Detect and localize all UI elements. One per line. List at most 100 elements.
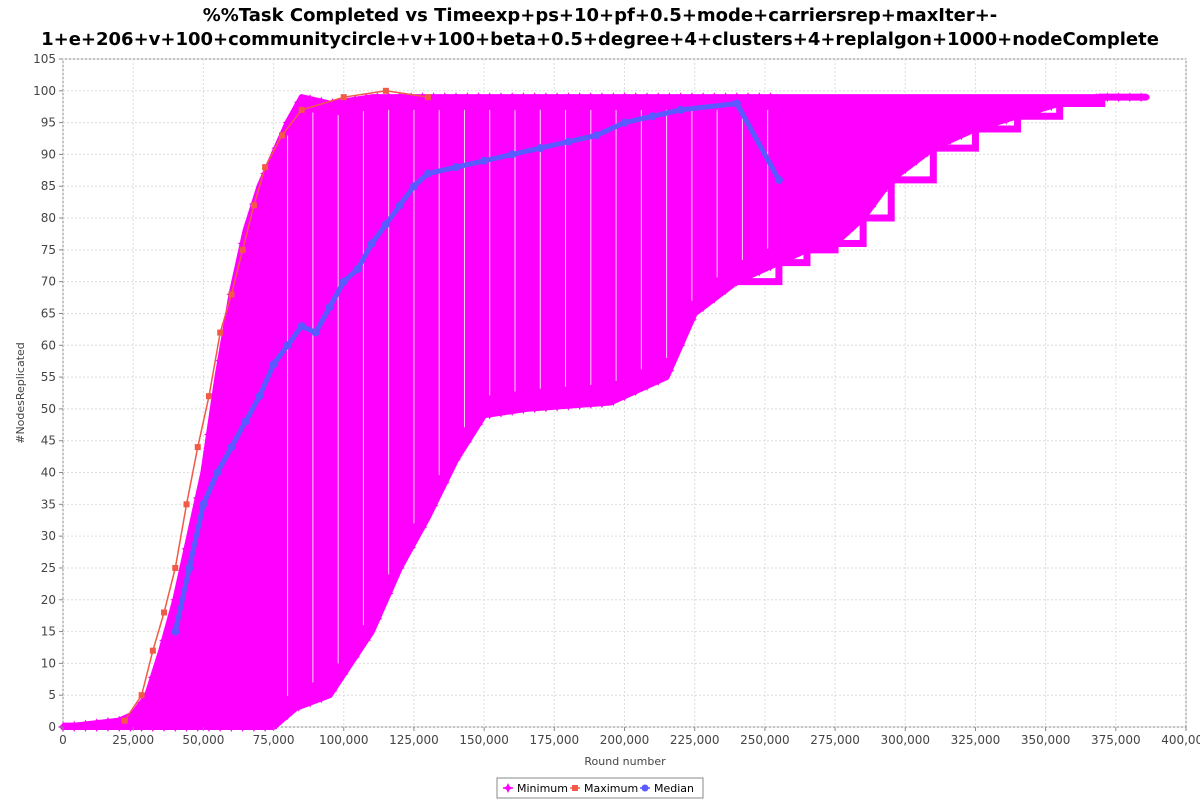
y-tick-label: 40 [41, 466, 56, 480]
minimum-point [417, 92, 428, 103]
y-tick-label: 30 [41, 529, 56, 543]
minimum-point [877, 186, 888, 197]
minimum-point [754, 92, 765, 103]
minimum-point [192, 493, 203, 503]
minimum-point [226, 722, 237, 732]
median-point [774, 175, 783, 184]
y-tick-label: 65 [41, 306, 56, 320]
minimum-point [338, 96, 349, 107]
legend-box [496, 777, 704, 799]
minimum-point [136, 722, 147, 732]
x-tick-label: 225,000 [670, 733, 720, 747]
minimum-point [439, 92, 450, 103]
minimum-point [709, 92, 720, 103]
minimum-point [181, 722, 192, 732]
y-tick-label: 15 [41, 625, 56, 639]
minimum-point [630, 92, 641, 103]
median-point [297, 322, 306, 331]
maximum-series-line [124, 90, 429, 722]
median-point [185, 563, 194, 572]
y-tick-label: 10 [41, 656, 56, 670]
minimum-point [237, 238, 248, 249]
maximum-point [172, 564, 179, 571]
minimum-point [990, 118, 1001, 128]
maximum-point [183, 501, 190, 508]
minimum-point [462, 92, 473, 103]
median-point [620, 118, 629, 127]
minimum-point [664, 92, 675, 103]
minimum-point [451, 92, 461, 103]
maximum-point [262, 164, 269, 171]
y-tick-label: 70 [41, 275, 56, 289]
minimum-point [720, 92, 731, 103]
minimum-point [496, 92, 506, 103]
minimum-point [788, 251, 798, 262]
minimum-point [563, 92, 574, 103]
minimum-point [271, 143, 282, 154]
minimum-point [237, 722, 248, 732]
median-point [241, 417, 250, 426]
minimum-point [383, 92, 394, 103]
x-tick-label: 325,000 [951, 733, 1001, 747]
minimum-point [922, 147, 933, 158]
minimum-point [204, 429, 214, 440]
legend-marker [503, 783, 513, 793]
minimum-point [574, 399, 585, 410]
legend: Minimum Maximum Median [496, 777, 704, 799]
minimum-point [642, 92, 652, 103]
minimum-point [844, 225, 855, 236]
minimum-point [282, 117, 293, 128]
minimum-point [630, 386, 641, 397]
median-point [395, 201, 404, 210]
minimum-point [765, 261, 776, 272]
minimum-point [1091, 93, 1102, 103]
chart-title-line-1: %%Task Completed vs Timeexp+ps+10+pf+0.5… [203, 5, 998, 26]
maximum-point [217, 329, 224, 336]
minimum-point [91, 718, 102, 729]
minimum-point [698, 92, 709, 103]
x-tick-label: 100,000 [319, 733, 369, 747]
minimum-point [428, 92, 439, 103]
minimum-point [540, 402, 551, 413]
minimum-point [406, 542, 417, 553]
minimum-series-tail [736, 93, 1147, 286]
maximum-point [424, 94, 431, 101]
minimum-point [978, 121, 989, 132]
minimum-point [585, 399, 596, 409]
minimum-point [1012, 111, 1023, 122]
minimum-point [1046, 101, 1057, 112]
minimum-point [855, 215, 866, 226]
minimum-point [597, 398, 607, 409]
minimum-point [496, 407, 506, 418]
x-axis-label: Round number [584, 755, 666, 768]
minimum-point [731, 276, 742, 287]
minimum-point [350, 94, 360, 105]
minimum-point [720, 285, 731, 296]
y-tick-label: 100 [33, 84, 56, 98]
minimum-point [305, 697, 316, 708]
median-point [536, 144, 545, 153]
median-point [255, 392, 264, 401]
y-tick-label: 95 [41, 116, 56, 130]
maximum-point [149, 647, 156, 654]
x-tick-label: 150,000 [459, 733, 509, 747]
minimum-point [327, 98, 338, 109]
data-layer [58, 87, 1150, 732]
minimum-point [473, 92, 484, 103]
minimum-point [1023, 107, 1034, 118]
x-tick-label: 125,000 [389, 733, 439, 747]
minimum-point [642, 381, 652, 391]
minimum-point [170, 594, 181, 605]
median-series-line [172, 100, 782, 633]
axis-tick-labels: 0 25,000 50,000 75,000 100,000 125,000 150,000… [33, 52, 1200, 747]
median-point [171, 627, 180, 636]
minimum-point [484, 92, 495, 103]
minimum-point [439, 477, 450, 488]
median-point [339, 277, 348, 286]
minimum-point [260, 722, 271, 732]
minimum-point [709, 293, 720, 304]
median-point [381, 220, 390, 229]
minimum-point [1113, 92, 1124, 103]
legend-marker [641, 784, 649, 792]
maximum-point [194, 444, 201, 451]
